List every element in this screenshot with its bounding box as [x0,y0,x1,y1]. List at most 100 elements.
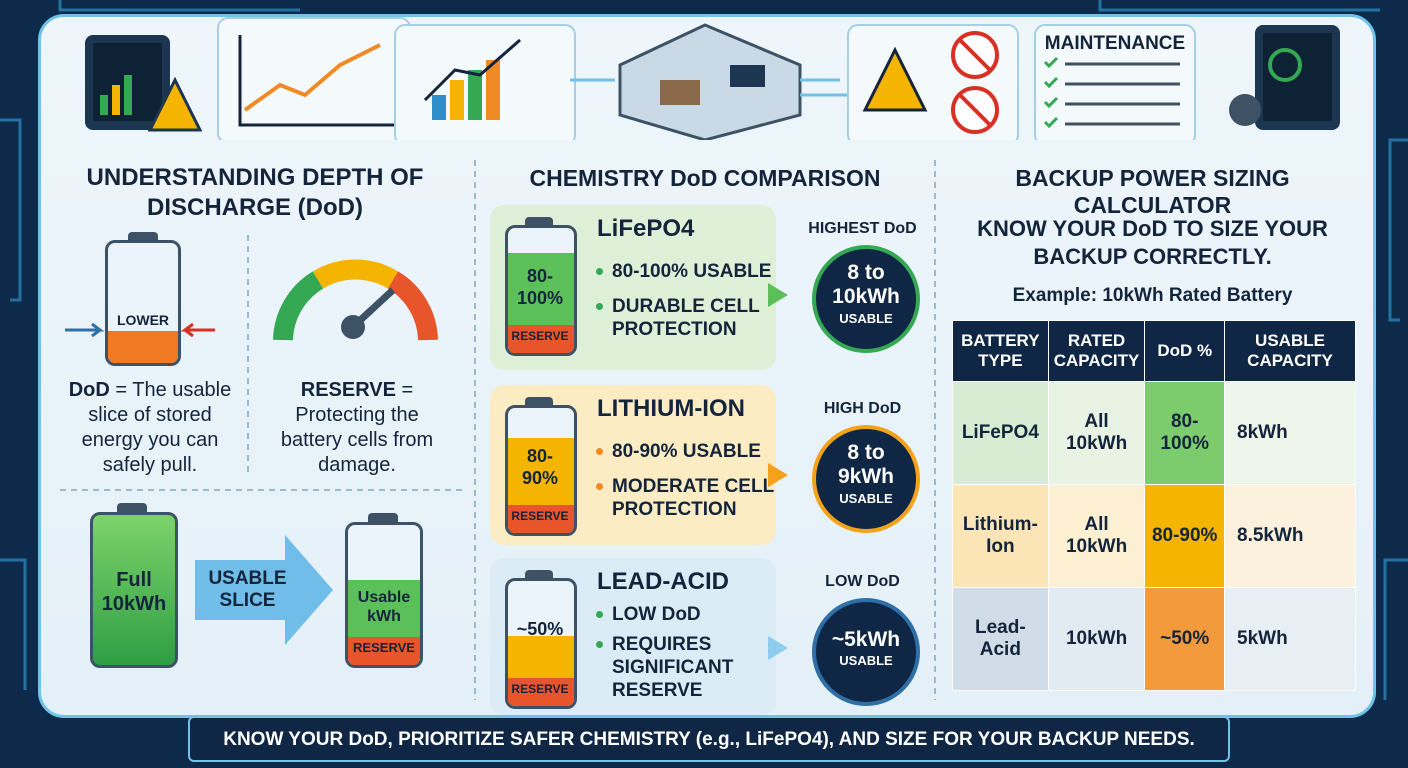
card-battery [505,405,577,536]
bullet: MODERATE CELL PROTECTION [612,476,774,520]
usable-value: ~5kWh [831,628,901,651]
usable-circle [812,598,920,706]
battery-reserve-fill [348,637,420,665]
middle-title: CHEMISTRY DoD COMPARISON [529,165,881,191]
card-name: LiFePO4 [597,215,695,242]
maintenance-label: MAINTENANCE [1044,33,1186,54]
card-battery [505,578,577,709]
usable-caption: USABLE [839,653,893,668]
usable-arrow [195,535,333,645]
table-cell: 8.5kWh [1224,484,1356,588]
example-label: Example: 10kWh Rated Battery [1012,285,1293,306]
bullet: LOW DoD [612,604,701,625]
usable-value: 8 to 9kWh [837,441,894,488]
maintenance-card [1034,24,1196,140]
battery-reserve-fill [508,505,574,533]
battery-usable [345,522,423,668]
battery-reserve-label: RESERVE [511,329,569,343]
full-label: Full 10kWh [101,569,167,615]
battery-cap [128,232,158,242]
house-icon [618,23,802,140]
table-row: Lithium-Ion All 10kWh 80-90% 8.5kWh [952,484,1356,588]
bar-chart-card [394,24,576,140]
dod-rating: LOW DoD [825,573,900,590]
table-cell: 10kWh [1047,587,1146,691]
table-cell: 80-90% [1144,484,1225,588]
dod-rating: HIGHEST DoD [808,220,917,237]
right-title: BACKUP POWER SIZING CALCULATOR [1015,165,1290,218]
reserve-label: RESERVE [353,640,415,655]
battery-lower-label: LOWER [116,312,170,328]
bullet-dot [596,303,603,310]
card-arrow [768,636,788,660]
battery-cap [525,217,553,227]
battery-reserve-label: RESERVE [511,509,569,523]
usable-value: 8 to 10kWh [832,261,900,308]
table-header: BATTERY TYPE RATED CAPACITY DoD % USABLE CA… [952,320,1356,382]
battery-lower [105,240,181,366]
bullet-dot [596,641,603,648]
table-cell: 8kWh [1224,381,1356,485]
table-body: LiFePO4 All 10kWh 80-100% 8kWh Lithium-Ion Al… [952,381,1356,691]
bullet-dot [596,448,603,455]
battery-percent: 80-100% [516,266,564,308]
connector [570,78,850,97]
left-title: UNDERSTANDING DEPTH OF DISCHARGE (DoD) [86,164,424,221]
table-row: LiFePO4 All 10kWh 80-100% 8kWh [952,381,1356,485]
dod-rating: HIGH DoD [823,400,902,417]
table-cell: 5kWh [1224,587,1356,691]
battery-reserve-fill [108,331,178,363]
battery-reserve-label: RESERVE [511,682,569,696]
card-name: LEAD-ACID [597,568,729,595]
table-row: Lead-Acid 10kWh ~50% 5kWh [952,587,1356,691]
battery-cap [525,397,553,407]
bullet-dot [596,268,603,275]
table-cell: All 10kWh [1047,381,1146,485]
battery-percent: 80-90% [521,446,559,488]
battery-type: LiFePO4 [952,381,1049,485]
card-battery [505,225,577,356]
bullet: 80-90% USABLE [612,441,761,462]
card-arrow [768,283,788,307]
usable-caption: USABLE [839,491,893,506]
arrow-label: USABLE SLICE [208,568,287,611]
dod-definition: = The usable slice of stored energy you … [81,379,232,476]
gauge-icon [273,259,438,341]
dod-term: DoD [68,379,110,401]
usable-caption: USABLE [839,311,893,326]
bullet: 80-100% USABLE [612,261,772,282]
bullet: DURABLE CELL PROTECTION [612,296,760,340]
card-name: LITHIUM-ION [597,395,745,422]
usable-label: Usable kWh [357,589,411,625]
reserve-definition-block: RESERVE = Protecting the battery cells f… [272,378,442,478]
battery-cap [117,503,147,514]
monitor-icon [1229,25,1340,130]
column-header: DoD % [1144,320,1225,382]
reserve-term: RESERVE [300,379,396,401]
battery-full [90,512,178,668]
dod-definition-block: DoD = The usable slice of stored energy … [60,378,240,478]
table-cell: 80-100% [1144,381,1225,485]
icon-strip [85,17,1340,140]
battery-reserve-fill [508,678,574,706]
table-cell: All 10kWh [1047,484,1146,588]
tablet-chart-icon [85,35,203,132]
bullet-dot [596,483,603,490]
safety-card [847,24,1019,140]
sizing-table: BATTERY TYPE RATED CAPACITY DoD % USABLE CA… [952,320,1356,691]
bullet: REQUIRES SIGNIFICANT RESERVE [612,634,734,701]
usable-circle [812,245,920,353]
battery-cap [368,513,398,524]
right-subtitle: KNOW YOUR DoD TO SIZE YOUR BACKUP CORREC… [977,216,1328,269]
usable-circle [812,425,920,533]
reserve-definition: = Protecting the battery cells from dama… [280,379,434,476]
battery-type: Lithium-Ion [952,484,1049,588]
battery-type: Lead-Acid [952,587,1049,691]
battery-percent: ~50% [516,619,564,639]
footer-text: KNOW YOUR DoD, PRIORITIZE SAFER CHEMISTR… [223,729,1195,750]
squeeze-arrows [65,322,215,338]
